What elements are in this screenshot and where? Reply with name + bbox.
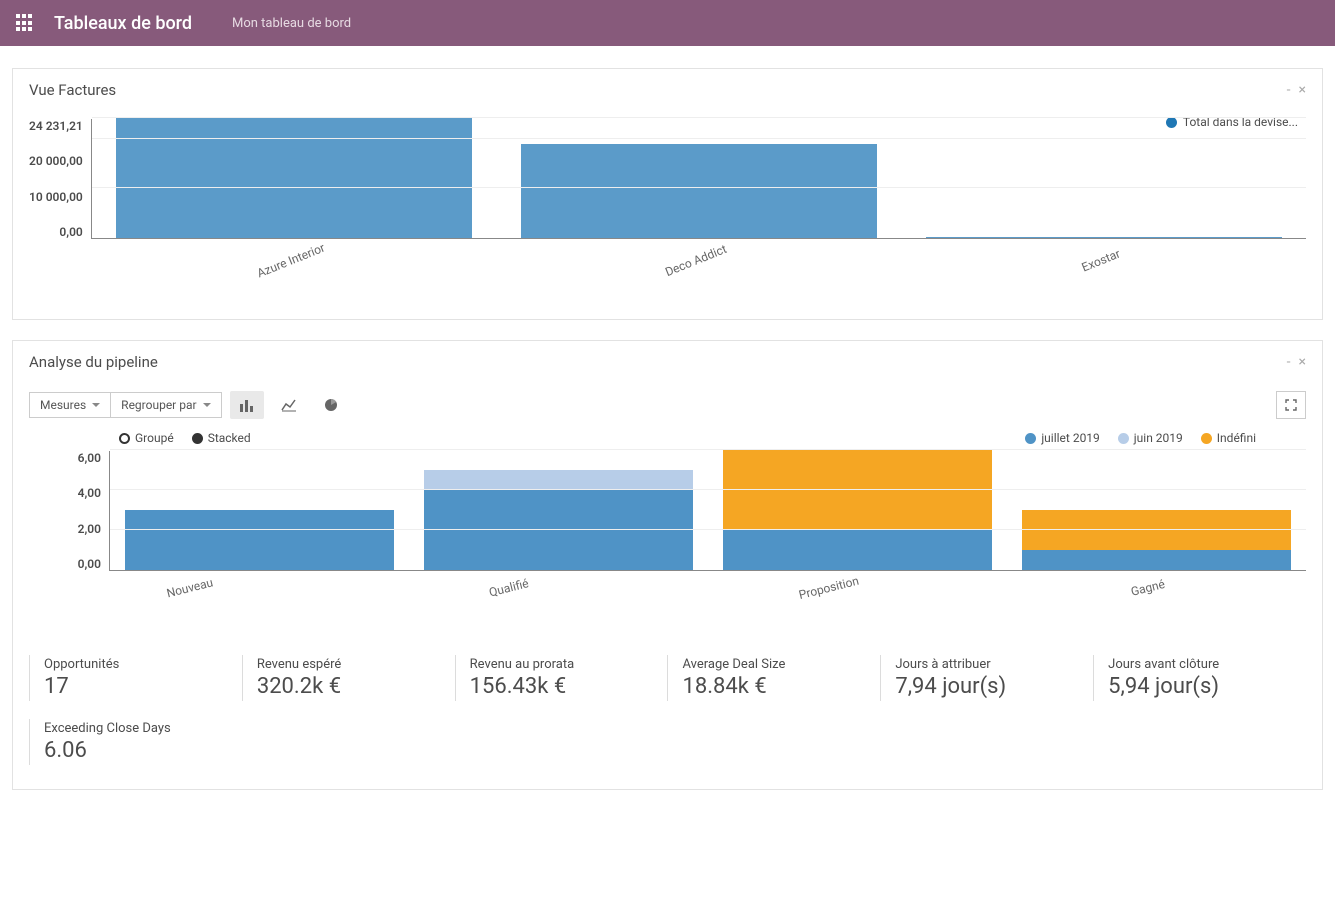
legend-dot [1025, 433, 1036, 444]
kpi-value: 18.84k € [682, 674, 866, 699]
kpi[interactable]: Jours avant clôture 5,94 jour(s) [1093, 655, 1306, 701]
chart1-bars [92, 119, 1306, 238]
btn-group: Mesures Regrouper par [29, 392, 222, 418]
chart2-legend: Groupé Stacked juillet 2019 juin 2019 Indéf… [119, 431, 1256, 445]
mesures-label: Mesures [40, 398, 86, 412]
legend-label: Stacked [208, 431, 251, 445]
panel-controls: - × [1287, 354, 1306, 370]
breadcrumb[interactable]: Mon tableau de bord [232, 16, 351, 31]
content: Vue Factures - × Total dans la devise...… [0, 46, 1335, 822]
ytick: 6,00 [78, 451, 101, 465]
legend-item[interactable]: Stacked [192, 431, 251, 445]
regrouper-label: Regrouper par [121, 398, 196, 412]
minimize-icon[interactable]: - [1287, 82, 1291, 98]
line-chart-icon[interactable] [272, 391, 306, 419]
chevron-down-icon [203, 403, 211, 407]
kpi-grid: Opportunités17Revenu espéré320.2k €Reven… [29, 655, 1306, 701]
kpi[interactable]: Revenu au prorata 156.43k € [455, 655, 668, 701]
kpi-label: Opportunités [44, 657, 228, 672]
app-title: Tableaux de bord [54, 13, 192, 34]
panel-title: Vue Factures [29, 81, 116, 99]
kpi-label: Exceeding Close Days [44, 721, 228, 736]
ytick: 0,00 [59, 225, 82, 239]
panel-header: Analyse du pipeline - × [13, 341, 1322, 383]
chart1: 24 231,21 20 000,00 10 000,00 0,00 [29, 119, 1306, 239]
ytick: 20 000,00 [29, 154, 83, 168]
legend-label: juillet 2019 [1041, 431, 1099, 445]
kpi-label: Jours avant clôture [1108, 657, 1292, 672]
kpi-value: 156.43k € [470, 674, 654, 699]
legend-label: Indéfini [1217, 431, 1256, 445]
ytick: 2,00 [78, 522, 101, 536]
legend-item[interactable]: juillet 2019 [1025, 431, 1099, 445]
ytick: 4,00 [78, 486, 101, 500]
ytick: 24 231,21 [29, 119, 83, 133]
kpi-value: 7,94 jour(s) [895, 674, 1079, 699]
chart1-yaxis: 24 231,21 20 000,00 10 000,00 0,00 [29, 119, 91, 239]
bar-chart-icon[interactable] [230, 391, 264, 419]
regrouper-button[interactable]: Regrouper par [111, 392, 221, 418]
ytick: 10 000,00 [29, 190, 83, 204]
kpi-label: Average Deal Size [682, 657, 866, 672]
close-icon[interactable]: × [1299, 354, 1306, 370]
mesures-button[interactable]: Mesures [29, 392, 111, 418]
kpi-label: Jours à attribuer [895, 657, 1079, 672]
chart2-xlabels: NouveauQualifiéPropositionGagné [29, 571, 1306, 595]
kpi-value: 5,94 jour(s) [1108, 674, 1292, 699]
legend-right: juillet 2019 juin 2019 Indéfini [1025, 431, 1256, 445]
chart2: 6,00 4,00 2,00 0,00 [29, 451, 1306, 571]
panel-header: Vue Factures - × [13, 69, 1322, 111]
close-icon[interactable]: × [1299, 82, 1306, 98]
kpi-value: 6.06 [44, 738, 228, 763]
minimize-icon[interactable]: - [1287, 354, 1291, 370]
bar-segment [424, 470, 694, 490]
legend-item[interactable]: juin 2019 [1118, 431, 1183, 445]
apps-icon[interactable] [16, 14, 34, 32]
chart1-wrap: Total dans la devise... 24 231,2120 000,… [29, 119, 1306, 295]
kpi-label: Revenu espéré [257, 657, 441, 672]
legend-left: Groupé Stacked [119, 431, 251, 445]
kpi-value: 17 [44, 674, 228, 699]
panel-title: Analyse du pipeline [29, 353, 158, 371]
kpi[interactable]: Jours à attribuer 7,94 jour(s) [880, 655, 1093, 701]
expand-icon[interactable] [1276, 391, 1306, 419]
chart1-xlabels: Azure InteriorDeco AddictExostar [91, 239, 1306, 295]
kpi[interactable]: Average Deal Size 18.84k € [667, 655, 880, 701]
topbar: Tableaux de bord Mon tableau de bord [0, 0, 1335, 46]
ytick: 0,00 [78, 557, 101, 571]
panel-body: Total dans la devise... 24 231,2120 000,… [13, 111, 1322, 319]
panel-body: Mesures Regrouper par [13, 383, 1322, 789]
legend-marker [119, 433, 130, 444]
toolbar: Mesures Regrouper par [29, 391, 1306, 419]
legend-item[interactable]: Groupé [119, 431, 174, 445]
bar-segment [723, 450, 993, 530]
legend-dot [1201, 433, 1212, 444]
panel-analyse-pipeline: Analyse du pipeline - × Mesures Regroupe… [12, 340, 1323, 790]
chevron-down-icon [92, 403, 100, 407]
kpi-label: Revenu au prorata [470, 657, 654, 672]
kpi[interactable]: Revenu espéré 320.2k € [242, 655, 455, 701]
legend-label: Groupé [135, 431, 174, 445]
chart1-xaxis-row: 24 231,2120 000,0010 000,000,00 Azure In… [29, 239, 1306, 295]
legend-marker [192, 433, 203, 444]
pie-chart-icon[interactable] [314, 391, 348, 419]
kpi[interactable]: Opportunités 17 [29, 655, 242, 701]
chart1-plot [91, 119, 1306, 239]
chart2-yaxis: 6,00 4,00 2,00 0,00 [29, 451, 109, 571]
panel-vue-factures: Vue Factures - × Total dans la devise...… [12, 68, 1323, 320]
kpi[interactable]: Exceeding Close Days 6.06 [29, 719, 242, 765]
kpi-value: 320.2k € [257, 674, 441, 699]
kpi-grid-row2: Exceeding Close Days 6.06 [29, 719, 1306, 765]
legend-item[interactable]: Indéfini [1201, 431, 1256, 445]
legend-label: juin 2019 [1134, 431, 1183, 445]
panel-controls: - × [1287, 82, 1306, 98]
legend-dot [1118, 433, 1129, 444]
